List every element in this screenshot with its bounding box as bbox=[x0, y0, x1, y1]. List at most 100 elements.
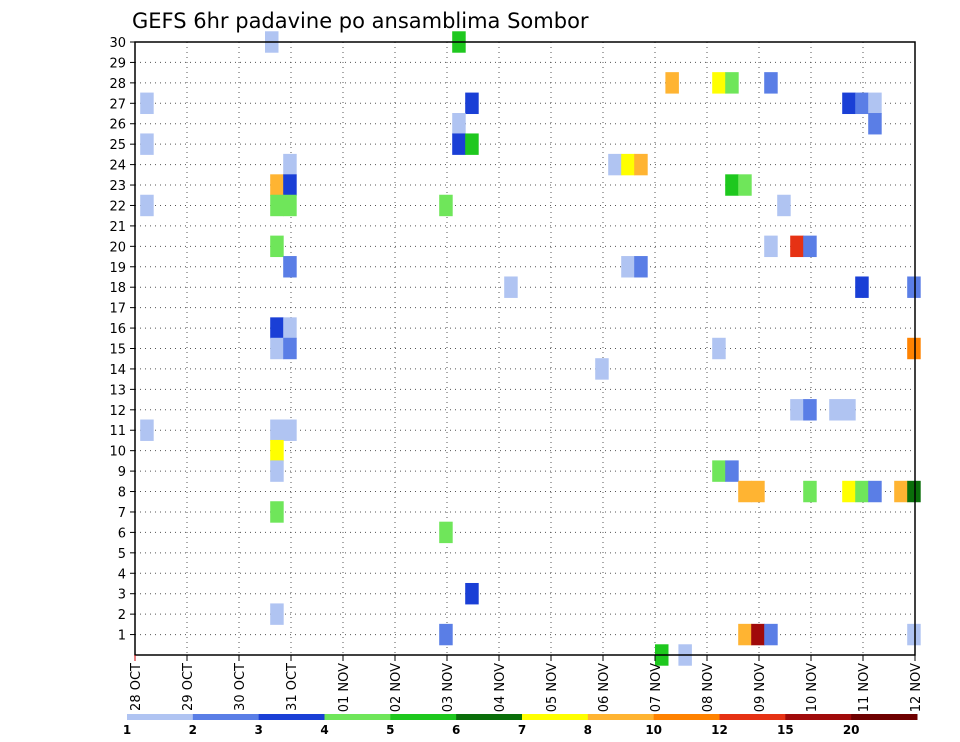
y-tick-label: 17 bbox=[109, 302, 126, 317]
y-tick-label: 2 bbox=[118, 608, 126, 623]
heatmap-cell bbox=[777, 194, 791, 217]
heatmap-cell bbox=[868, 480, 882, 503]
heatmap-cell bbox=[140, 194, 154, 217]
y-tick-label: 20 bbox=[109, 240, 126, 255]
colorbar-label: 3 bbox=[254, 723, 262, 737]
y-tick-label: 15 bbox=[109, 343, 126, 358]
heatmap-cell bbox=[621, 153, 635, 176]
heatmap-cell bbox=[439, 194, 453, 217]
x-tick-label: 01 NOV bbox=[337, 663, 352, 712]
heatmap-cell bbox=[140, 92, 154, 115]
colorbar-swatch bbox=[192, 714, 260, 720]
y-tick-label: 7 bbox=[118, 506, 126, 521]
colorbar-swatch bbox=[258, 714, 325, 720]
heatmap-cell bbox=[868, 92, 882, 115]
y-tick-label: 16 bbox=[109, 322, 126, 337]
heatmap-cell bbox=[738, 623, 752, 646]
y-tick-label: 3 bbox=[118, 588, 126, 603]
y-tick-label: 27 bbox=[109, 97, 126, 112]
colorbar-label: 1 bbox=[123, 723, 131, 737]
heatmap-cell bbox=[725, 460, 739, 482]
heatmap-cell bbox=[270, 194, 284, 217]
heatmap-cell bbox=[634, 256, 648, 278]
y-tick-label: 28 bbox=[109, 77, 126, 92]
x-tick-label: 04 NOV bbox=[493, 663, 508, 712]
heatmap-cell bbox=[283, 194, 297, 217]
heatmap-cell bbox=[907, 480, 921, 503]
heatmap-cell bbox=[270, 235, 284, 258]
heatmap-cell bbox=[465, 92, 479, 115]
colorbar-swatch bbox=[127, 714, 194, 720]
y-tick-label: 10 bbox=[109, 445, 126, 460]
x-tick-label: 06 NOV bbox=[597, 663, 612, 712]
y-tick-label: 4 bbox=[118, 567, 126, 582]
colorbar-label: 15 bbox=[777, 723, 794, 737]
heatmap-cell bbox=[868, 113, 882, 135]
heatmap-cell bbox=[738, 174, 752, 196]
heatmap-cell bbox=[270, 317, 284, 339]
colorbar-label: 10 bbox=[645, 723, 662, 737]
colorbar-label: 6 bbox=[452, 723, 460, 737]
y-tick-label: 22 bbox=[109, 199, 126, 214]
y-tick-label: 11 bbox=[109, 424, 126, 439]
heatmap-cell bbox=[803, 235, 817, 258]
heatmap-cell bbox=[283, 256, 297, 278]
heatmap-cell bbox=[855, 92, 869, 115]
heatmap-cell bbox=[855, 276, 869, 298]
x-axis-ticks: 28 OCT 29 OCT 30 OCT 31 OCT 01 NOV 02 NOV 03 N… bbox=[129, 655, 924, 712]
heatmap-cell bbox=[283, 317, 297, 339]
heatmap-cell bbox=[803, 480, 817, 503]
y-tick-label: 26 bbox=[109, 118, 126, 133]
colorbar-legend: 1 2 3 4 5 6 7 8 10 12 15 20 bbox=[123, 714, 918, 737]
heatmap-cell bbox=[439, 623, 453, 646]
x-tick-label: 11 NOV bbox=[857, 663, 872, 712]
heatmap-cell bbox=[283, 174, 297, 196]
heatmap-cell bbox=[725, 174, 739, 196]
heatmap-cell bbox=[907, 623, 921, 646]
y-tick-label: 24 bbox=[109, 159, 126, 174]
heatmap-cell bbox=[829, 399, 843, 421]
heatmap-cell bbox=[283, 337, 297, 360]
y-tick-label: 14 bbox=[109, 363, 126, 378]
colorbar-swatch bbox=[653, 714, 720, 720]
heatmap-cell bbox=[270, 460, 284, 482]
x-tick-label: 05 NOV bbox=[545, 663, 560, 712]
heatmap-cell bbox=[140, 419, 154, 441]
heatmap-cell bbox=[270, 419, 284, 441]
x-tick-label: 28 OCT bbox=[129, 663, 144, 711]
heatmap-cell bbox=[725, 72, 739, 94]
y-tick-label: 29 bbox=[109, 56, 126, 71]
colorbar-swatch bbox=[456, 714, 523, 720]
heatmap-cell bbox=[764, 623, 778, 646]
heatmap-cell bbox=[842, 480, 856, 503]
heatmap-cell bbox=[790, 235, 804, 258]
heatmap-cell bbox=[452, 113, 466, 135]
heatmap-cell bbox=[634, 153, 648, 176]
colorbar-label: 2 bbox=[189, 723, 197, 737]
y-tick-label: 19 bbox=[109, 261, 126, 276]
y-tick-label: 8 bbox=[118, 486, 126, 501]
y-tick-label: 23 bbox=[109, 179, 126, 194]
chart-title: GEFS 6hr padavine po ansamblima Sombor bbox=[132, 9, 589, 33]
heatmap-cell bbox=[764, 72, 778, 94]
x-tick-label: 29 OCT bbox=[181, 663, 196, 711]
heatmap-cell bbox=[595, 358, 609, 380]
heatmap-cell bbox=[465, 133, 479, 155]
x-tick-label: 10 NOV bbox=[805, 663, 820, 712]
heatmap-cell bbox=[283, 153, 297, 176]
x-tick-label: 02 NOV bbox=[389, 663, 404, 712]
heatmap-cell bbox=[712, 460, 726, 482]
heatmap-cell bbox=[608, 153, 622, 176]
heatmap-cell bbox=[504, 276, 518, 298]
x-tick-label: 12 NOV bbox=[909, 663, 924, 712]
grid-lines bbox=[135, 41, 915, 655]
heatmap-cell bbox=[270, 439, 284, 462]
heatmap-cell bbox=[283, 419, 297, 441]
heatmap-cell bbox=[712, 72, 726, 94]
heatmap-cell bbox=[907, 337, 921, 360]
heatmap-cell bbox=[751, 623, 765, 646]
heatmap-cell bbox=[270, 603, 284, 625]
heatmap-cell bbox=[842, 92, 856, 115]
y-tick-label: 30 bbox=[109, 36, 126, 51]
